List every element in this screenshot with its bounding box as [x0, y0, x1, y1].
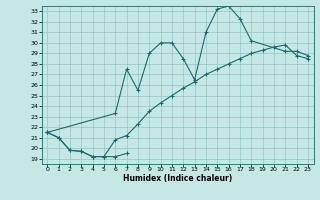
X-axis label: Humidex (Indice chaleur): Humidex (Indice chaleur) — [123, 174, 232, 183]
